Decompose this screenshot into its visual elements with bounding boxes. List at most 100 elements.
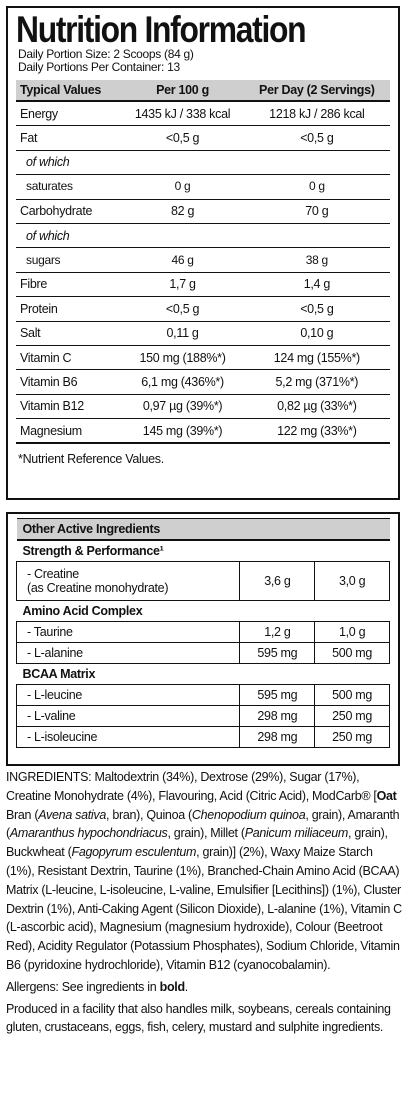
value-cell: 0 g bbox=[243, 174, 390, 200]
value-cell: 6,1 mg (436%*) bbox=[121, 369, 244, 395]
group-name: Strength & Performance¹ bbox=[16, 539, 390, 562]
ingredient-name: - L-valine bbox=[15, 705, 241, 727]
nutrient-row: Vitamin C 150 mg (188%*) 124 mg (155%*) bbox=[16, 345, 390, 371]
value-cell: 1218 kJ / 286 kcal bbox=[243, 101, 390, 127]
ingredient-value: 3,6 g bbox=[239, 561, 316, 601]
ingredient-label: - L-valine bbox=[27, 709, 76, 723]
ingredient-value: 595 mg bbox=[239, 642, 316, 664]
value-cell: <0,5 g bbox=[121, 125, 244, 151]
ingredient-label: - L-leucine bbox=[27, 688, 83, 702]
value-cell: 46 g bbox=[121, 247, 244, 273]
text-segment: , grain), Millet ( bbox=[167, 826, 245, 841]
ingredient-label: - Taurine bbox=[27, 625, 73, 639]
nutrient-row: Energy 1435 kJ / 338 kcal 1218 kJ / 286 kc… bbox=[16, 101, 390, 127]
title: Nutrition Information bbox=[16, 9, 307, 50]
nutrient-row: Vitamin B6 6,1 mg (436%*) 5,2 mg (371%*) bbox=[16, 369, 390, 395]
of-which: of which bbox=[16, 223, 390, 249]
nutrient-row: of which bbox=[16, 150, 390, 176]
ingredient-name: - Taurine bbox=[15, 621, 241, 643]
ingredients-text: INGREDIENTS: Maltodextrin (34%), Dextros… bbox=[6, 768, 402, 975]
nutrition-panel: Nutrition Information Daily Portion Size… bbox=[6, 6, 400, 500]
ingredient-value: 298 mg bbox=[239, 726, 316, 748]
header-row: Typical Values Per 100 g Per Day (2 Servin… bbox=[16, 80, 390, 102]
nutrient-name: Vitamin B6 bbox=[16, 369, 122, 395]
nutrient-name: Vitamin C bbox=[16, 345, 122, 371]
ingredient-row: - L-leucine 595 mg 500 mg bbox=[15, 684, 390, 706]
value-cell: 1435 kJ / 338 kcal bbox=[121, 101, 244, 127]
group-row: BCAA Matrix bbox=[16, 663, 390, 685]
nutrient-name: Fat bbox=[16, 125, 122, 151]
value-cell: 122 mg (33%*) bbox=[243, 418, 390, 445]
other-table: Other Active Ingredients Strength & Perfo… bbox=[15, 518, 390, 748]
ingredient-name: - Creatine (as Creatine monohydrate) bbox=[15, 561, 241, 601]
nutrition-table: Typical Values Per 100 g Per Day (2 Servin… bbox=[16, 80, 390, 445]
value-cell: <0,5 g bbox=[121, 296, 244, 322]
text-segment: Allergens: See ingredients in bbox=[6, 979, 160, 994]
group-name: Amino Acid Complex bbox=[16, 600, 390, 622]
ingredient-value: 500 mg bbox=[314, 684, 390, 706]
nutrient-row: Protein <0,5 g <0,5 g bbox=[16, 296, 390, 322]
text-segment: Panicum miliaceum bbox=[244, 826, 349, 841]
ingredient-label: - L-alanine bbox=[27, 646, 83, 660]
text-segment: INGREDIENTS: Maltodextrin (34%), Dextros… bbox=[6, 770, 377, 803]
nutrient-name: Salt bbox=[16, 321, 122, 346]
nutrient-name: Fibre bbox=[16, 272, 122, 298]
ingredient-value: 3,0 g bbox=[314, 561, 390, 601]
allergens: Allergens: See ingredients in bold. bbox=[6, 978, 402, 997]
text-segment: bold bbox=[159, 979, 185, 994]
nutrient-row: sugars 46 g 38 g bbox=[16, 247, 390, 273]
ingredient-value: 298 mg bbox=[239, 705, 316, 727]
value-cell: 0,11 g bbox=[121, 321, 244, 346]
ingredient-value: 500 mg bbox=[314, 642, 390, 664]
ingredient-value: 1,2 g bbox=[239, 621, 316, 643]
text-segment: , grain), Buckwheat ( bbox=[6, 826, 388, 860]
nutrient-name: sugars bbox=[16, 247, 122, 273]
text-segment: Amaranthus hypochondriacus bbox=[9, 826, 168, 841]
ingredient-row: - Taurine 1,2 g 1,0 g bbox=[15, 621, 390, 643]
header-cell: Typical Values bbox=[16, 80, 122, 102]
ingredient-note: (as Creatine monohydrate) bbox=[27, 581, 169, 595]
nutrient-row: Fibre 1,7 g 1,4 g bbox=[16, 272, 390, 298]
text-segment: , grain), Amaranth ( bbox=[6, 807, 400, 841]
value-cell: 0,10 g bbox=[243, 321, 390, 346]
ingredient-name: - L-leucine bbox=[15, 684, 241, 706]
text-segment: Avena sativa bbox=[38, 807, 106, 822]
value-cell: 82 g bbox=[121, 199, 244, 224]
text-segment: , bran), Quinoa ( bbox=[106, 807, 192, 822]
nutrient-row: of which bbox=[16, 223, 390, 249]
value-cell: 1,4 g bbox=[243, 272, 390, 298]
nutrient-row: Magnesium 145 mg (39%*) 122 mg (33%*) bbox=[16, 418, 390, 445]
ingredient-row: - Creatine (as Creatine monohydrate) 3,6 g… bbox=[15, 561, 390, 601]
value-cell: 70 g bbox=[243, 199, 390, 224]
value-cell: 38 g bbox=[243, 247, 390, 273]
value-cell: 145 mg (39%*) bbox=[121, 418, 244, 445]
value-cell: 124 mg (155%*) bbox=[243, 345, 390, 371]
other-title: Other Active Ingredients bbox=[16, 518, 390, 541]
ingredient-name: - L-alanine bbox=[15, 642, 241, 664]
nutrient-name: Energy bbox=[16, 101, 122, 127]
ingredient-value: 595 mg bbox=[239, 684, 316, 706]
value-cell: 5,2 mg (371%*) bbox=[243, 369, 390, 395]
nutrient-name: Magnesium bbox=[16, 418, 122, 445]
group-row: Amino Acid Complex bbox=[16, 600, 390, 622]
ingredient-label: - L-isoleucine bbox=[27, 730, 98, 744]
ingredient-row: - L-isoleucine 298 mg 250 mg bbox=[15, 726, 390, 748]
nutrient-row: Carbohydrate 82 g 70 g bbox=[16, 199, 390, 224]
facility: Produced in a facility that also handles… bbox=[6, 1001, 391, 1035]
value-cell: 0,97 µg (39%*) bbox=[121, 394, 244, 420]
text-segment: Bran ( bbox=[6, 807, 39, 822]
ingredient-value: 1,0 g bbox=[314, 621, 390, 643]
value-cell: 0 g bbox=[121, 174, 244, 200]
ingredient-value: 250 mg bbox=[314, 726, 390, 748]
nutrient-row: Fat <0,5 g <0,5 g bbox=[16, 125, 390, 151]
ingredient-row: - L-alanine 595 mg 500 mg bbox=[15, 642, 390, 664]
text-segment: . bbox=[184, 979, 189, 994]
header-cell: Per 100 g bbox=[121, 80, 244, 102]
nutrient-name: Carbohydrate bbox=[16, 199, 122, 224]
text-segment: , grain)] (2%), Waxy Maize Starch (1%), … bbox=[6, 845, 402, 972]
nutrient-name: saturates bbox=[16, 174, 122, 200]
text-segment: Fagopyrum esculentum bbox=[71, 845, 197, 860]
portions-per-container: Daily Portions Per Container: 13 bbox=[18, 60, 180, 74]
ingredient-row: - L-valine 298 mg 250 mg bbox=[15, 705, 390, 727]
ingredients: INGREDIENTS: Maltodextrin (34%), Dextros… bbox=[6, 768, 402, 1040]
